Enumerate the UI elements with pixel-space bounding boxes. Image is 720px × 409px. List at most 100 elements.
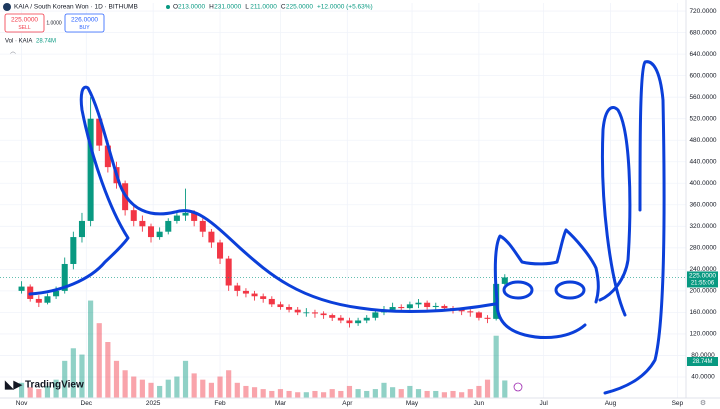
candle-body	[441, 305, 448, 309]
volume-bar	[269, 390, 275, 399]
status-dot	[166, 5, 170, 9]
settings-icon[interactable]: ⚙	[700, 399, 706, 407]
y-tick-label: 240.0000	[689, 266, 716, 273]
y-tick-label: 200.0000	[689, 288, 716, 295]
volume-bar	[415, 389, 422, 399]
x-tick-label: May	[406, 400, 419, 407]
candle-body	[311, 312, 318, 314]
last-price-bg	[687, 271, 718, 288]
logo-mark: ◣▶	[4, 379, 22, 391]
candle-body	[234, 285, 241, 291]
candle-body	[53, 290, 60, 297]
event-icon[interactable]	[513, 382, 523, 392]
collapse-icon[interactable]: ︿	[10, 50, 16, 56]
candle-body	[87, 118, 94, 221]
volume-bar	[62, 360, 68, 399]
y-tick-label: 440.0000	[689, 158, 716, 165]
volume-bar	[53, 379, 59, 399]
volume-bar	[208, 382, 214, 399]
volume-bar	[79, 354, 85, 399]
candle-body	[156, 231, 163, 238]
grid	[0, 3, 686, 399]
doodle-stroke	[598, 106, 632, 317]
symbol-icon	[3, 3, 11, 11]
candle-body	[61, 263, 68, 291]
volume-title: Vol · KAIA	[5, 39, 32, 45]
volume-bar	[96, 323, 102, 399]
last-price-label: 225.0000	[689, 273, 716, 280]
candle-body	[18, 286, 25, 291]
volume-bar	[44, 385, 51, 399]
candle-body	[346, 320, 353, 324]
x-tick-label: Jun	[474, 400, 485, 407]
buy-button[interactable]	[64, 13, 105, 33]
candle-body	[320, 313, 327, 316]
volume-bar	[467, 389, 473, 399]
candle-body	[139, 220, 146, 227]
buy-price: 226.0000	[71, 17, 98, 24]
volume-bar	[372, 389, 378, 399]
candle-body	[225, 258, 232, 286]
volume-bar	[234, 382, 240, 399]
volume-bar	[424, 390, 430, 399]
ohlc-key: L	[245, 4, 249, 11]
volume-bar	[303, 392, 309, 399]
candle-body	[104, 145, 111, 168]
y-tick-label: 520.0000	[689, 115, 716, 122]
sell-button[interactable]	[4, 13, 45, 33]
volume-bar	[217, 376, 223, 399]
candle-body	[147, 226, 155, 238]
candle-body	[406, 304, 413, 309]
y-tick-label: 600.0000	[689, 72, 716, 79]
volume-bar	[381, 382, 387, 399]
volume-bar	[131, 376, 137, 399]
symbol-title: KAIA / South Korean Won · 1D · BITHUMB	[14, 4, 138, 11]
candle-body	[294, 309, 301, 313]
y-tick-label: 280.0000	[689, 245, 716, 252]
candle-body	[329, 315, 336, 318]
candle-body	[458, 309, 465, 312]
y-tick-label: 40.0000	[691, 374, 715, 381]
spread: 1.0000	[46, 20, 62, 26]
y-tick-label: 120.0000	[689, 331, 716, 338]
ohlc-value: 213.0000	[178, 4, 205, 11]
x-tick-label: Sep	[672, 400, 684, 407]
candle-body	[363, 317, 370, 321]
candle-body	[44, 296, 51, 303]
candle-body	[286, 307, 293, 310]
volume-bar	[346, 385, 353, 399]
y-tick-label: 360.0000	[689, 202, 716, 209]
volume-bar	[260, 389, 266, 399]
volume-bar	[320, 392, 327, 399]
candle-body	[251, 293, 258, 297]
y-tick-label: 680.0000	[689, 29, 716, 36]
ohlc-key: C	[281, 4, 286, 11]
candle-body	[277, 304, 284, 308]
candle-body	[78, 220, 85, 238]
volume-bar	[148, 382, 154, 399]
ohlc-key: H	[209, 4, 214, 11]
x-tick-label: Nov	[16, 400, 28, 407]
volume-bar	[295, 392, 301, 399]
y-tick-label: 720.0000	[689, 8, 716, 15]
candle-body	[199, 220, 206, 232]
y-tick-label: 560.0000	[689, 94, 716, 101]
candle-body	[268, 298, 275, 305]
doodle-stroke	[603, 60, 666, 395]
volume-bar	[484, 379, 491, 399]
ohlc-key: O	[173, 4, 178, 11]
volume-bar	[122, 370, 128, 399]
volume-bar	[286, 390, 292, 399]
volume-bar	[459, 392, 465, 399]
volume-bar	[441, 392, 447, 399]
y-tick-label: 480.0000	[689, 137, 716, 144]
ohlc-change: +12.0000 (+5.63%)	[317, 4, 373, 11]
candle-body	[398, 307, 405, 309]
volume-bar	[174, 376, 180, 399]
buy-label: BUY	[79, 25, 90, 31]
volume-bar	[226, 370, 232, 399]
volume-bar	[329, 389, 335, 399]
candle-body	[260, 296, 267, 299]
